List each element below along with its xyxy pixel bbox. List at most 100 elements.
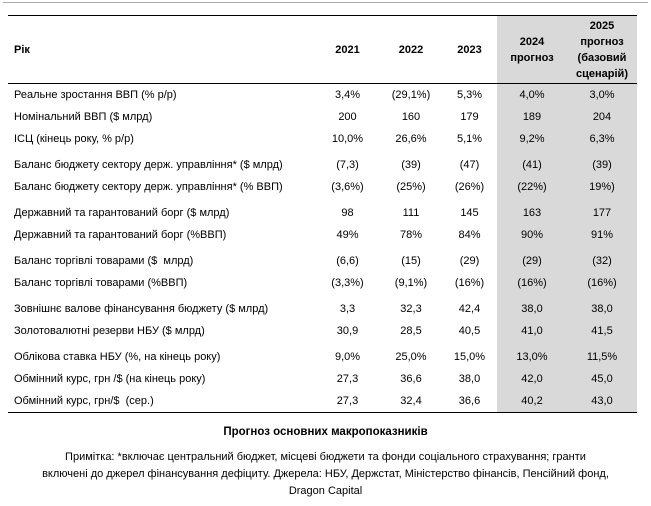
cell-2022: 160: [401, 111, 421, 123]
cell-2022: 36,6: [400, 373, 422, 385]
table-row: Баланс торгівлі товарами ($ млрд) (6,6) …: [8, 246, 637, 272]
cell-2023: (26%): [454, 181, 485, 193]
cell-2023: 42,4: [458, 303, 481, 315]
cell-2023: 38,0: [458, 373, 481, 385]
header-col-2024-forecast: 2024 прогноз: [497, 15, 567, 84]
table-row: Баланс торгівлі товарами (%ВВП) (3,3%) (…: [8, 272, 637, 294]
row-label: Обмінний курс, грн /$ (на кінець року): [14, 373, 206, 385]
table-header: Рік 2021 2022 2023 2024 прогноз 2025 про…: [8, 15, 637, 84]
cell-2024: 41,0: [497, 320, 567, 342]
cell-2023: (47): [459, 159, 480, 171]
cell-2021: (3,6%): [331, 181, 364, 193]
table-body: Реальне зростання ВВП (% р/р) 3,4% (29,1…: [8, 83, 637, 413]
top-horizontal-rule: [3, 2, 648, 3]
header-row: Рік 2021 2022 2023 2024 прогноз 2025 про…: [8, 15, 637, 84]
row-label: Державний та гарантований борг (%ВВП): [14, 229, 227, 241]
cell-2024: (16%): [497, 272, 567, 294]
cell-2025: 3,0%: [567, 83, 637, 106]
cell-2025: 91%: [567, 224, 637, 246]
header-col-2025-forecast: 2025 прогноз (базовий сценарій): [567, 15, 637, 84]
cell-2025: 43,0: [567, 390, 637, 413]
cell-2021: 27,3: [336, 373, 359, 385]
table-row: Баланс бюджету сектору держ. управління*…: [8, 150, 637, 176]
cell-2022: 26,6%: [395, 133, 427, 145]
cell-2021: 3,3: [339, 303, 356, 315]
row-label: Державний та гарантований борг ($ млрд): [14, 207, 230, 219]
table-row: ІСЦ (кінець року, % р/р) 10,0% 26,6% 5,1…: [8, 128, 637, 150]
row-label: Обмінний курс, грн/$ (сер.): [8, 390, 315, 413]
footnote-line: Dragon Capital: [288, 485, 363, 497]
cell-2025: 19%): [567, 176, 637, 198]
cell-2023: (16%): [454, 277, 485, 289]
header-col-2022: 2022: [380, 15, 442, 84]
cell-2022: 25,0%: [395, 351, 427, 363]
cell-2025: 204: [567, 106, 637, 128]
cell-2025: 38,0: [567, 294, 637, 320]
footnote: Примітка: *включає центральний бюджет, м…: [0, 449, 651, 500]
row-label: Баланс торгівлі товарами (%ВВП): [14, 277, 188, 289]
cell-2024: (29): [497, 246, 567, 272]
table-row: Золотовалютні резерви НБУ ($ млрд) 30,9 …: [8, 320, 637, 342]
footnote-line: Примітка: *включає центральний бюджет, м…: [65, 451, 586, 463]
cell-2025: 177: [567, 198, 637, 224]
footnote-line: включені до джерел фінансування дефіциту…: [42, 468, 609, 480]
row-label: Золотовалютні резерви НБУ ($ млрд): [14, 325, 205, 337]
cell-2022: 32,4: [380, 390, 442, 413]
cell-2024: (22%): [497, 176, 567, 198]
table-row: Зовнішнє валове фінансування бюджету ($ …: [8, 294, 637, 320]
row-label: Баланс бюджету сектору держ. управління*…: [14, 159, 283, 171]
cell-2022: (9,1%): [394, 277, 428, 289]
cell-2022: (39): [401, 159, 421, 171]
cell-2025: 6,3%: [567, 128, 637, 150]
cell-2021: 49%: [336, 229, 359, 241]
table-row: Номінальний ВВП ($ млрд) 200 160 179 189…: [8, 106, 637, 128]
cell-2021: (6,6): [336, 255, 359, 267]
cell-2024: 90%: [497, 224, 567, 246]
header-col-2021: 2021: [315, 15, 380, 84]
cell-2025: 41,5: [567, 320, 637, 342]
cell-2024: (41): [497, 150, 567, 176]
table-row: Обмінний курс, грн/$ (сер.) 27,3 32,4 36…: [8, 390, 637, 413]
header-col-2023: 2023: [442, 15, 497, 84]
macro-forecast-table: Рік 2021 2022 2023 2024 прогноз 2025 про…: [8, 15, 637, 413]
cell-2021: 3,4%: [334, 89, 361, 101]
cell-2023: 145: [460, 207, 479, 219]
cell-2021: 200: [338, 111, 357, 123]
cell-2024: 13,0%: [497, 342, 567, 368]
row-label: Баланс бюджету сектору держ. управління*…: [14, 181, 283, 193]
row-label: Облікова ставка НБУ (%, на кінець року): [14, 351, 221, 363]
cell-2024: 40,2: [497, 390, 567, 413]
cell-2021: 30,9: [336, 325, 359, 337]
table-row: Обмінний курс, грн /$ (на кінець року) 2…: [8, 368, 637, 390]
cell-2021: (3,3%): [331, 277, 364, 289]
cell-2024: 189: [497, 106, 567, 128]
cell-2022: 111: [402, 207, 420, 219]
cell-2025: 45,0: [567, 368, 637, 390]
row-label: Зовнішнє валове фінансування бюджету ($ …: [14, 303, 269, 315]
cell-2023: (29): [459, 255, 480, 267]
cell-2024: 42,0: [497, 368, 567, 390]
cell-2021: 9,0%: [334, 351, 361, 363]
header-year-label: Рік: [8, 15, 315, 84]
cell-2024: 4,0%: [497, 83, 567, 106]
cell-2022: 78%: [399, 229, 423, 241]
table-caption: Прогноз основних макропоказників: [223, 426, 428, 438]
cell-2025: (39): [567, 150, 637, 176]
cell-2025: (16%): [567, 272, 637, 294]
cell-2021: 27,3: [315, 390, 380, 413]
cell-2023: 5,3%: [456, 89, 483, 101]
cell-2024: 38,0: [497, 294, 567, 320]
cell-2023: 15,0%: [453, 351, 486, 363]
row-label: Номінальний ВВП ($ млрд): [14, 111, 153, 123]
cell-2021: (7,3): [336, 159, 359, 171]
macro-table-container: Рік 2021 2022 2023 2024 прогноз 2025 про…: [8, 15, 637, 413]
table-row: Державний та гарантований борг ($ млрд) …: [8, 198, 637, 224]
row-label: Реальне зростання ВВП (% р/р): [14, 89, 177, 101]
cell-2023: 40,5: [458, 325, 481, 337]
cell-2022: (29,1%): [391, 89, 431, 101]
cell-2022: (25%): [396, 181, 426, 193]
table-row: Облікова ставка НБУ (%, на кінець року) …: [8, 342, 637, 368]
table-row: Баланс бюджету сектору держ. управління*…: [8, 176, 637, 198]
cell-2025: 11,5%: [567, 342, 637, 368]
cell-2022: 28,5: [400, 325, 422, 337]
